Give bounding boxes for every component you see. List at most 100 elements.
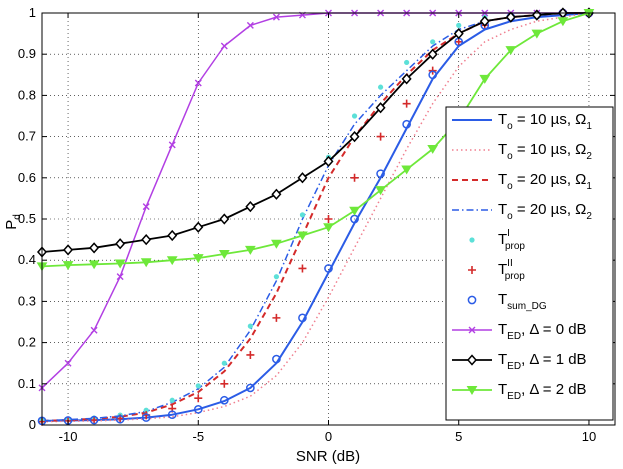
legend-label-part: ED bbox=[507, 391, 521, 402]
legend-item-9: TED, Δ = 2 dB bbox=[452, 381, 587, 402]
y-tick-label: 0.2 bbox=[18, 335, 36, 350]
legend-label-part: II bbox=[507, 258, 513, 269]
y-tick-label: 0.4 bbox=[18, 252, 36, 267]
legend-label-part: T bbox=[498, 381, 507, 398]
legend-label-part: 1 bbox=[586, 181, 592, 192]
data-point bbox=[324, 215, 333, 223]
data-point bbox=[272, 13, 280, 21]
data-point bbox=[557, 17, 569, 27]
legend-label-part: 2 bbox=[586, 211, 592, 222]
y-tick-label: 0.8 bbox=[18, 87, 36, 102]
data-point bbox=[116, 273, 124, 281]
data-point bbox=[64, 359, 72, 367]
data-point bbox=[349, 130, 360, 143]
y-tick-label: 0 bbox=[29, 417, 36, 432]
data-point bbox=[428, 70, 438, 80]
y-tick-label: 0.9 bbox=[18, 46, 36, 61]
data-point bbox=[401, 73, 412, 85]
data-point bbox=[166, 256, 178, 266]
svg-text:Pd: Pd bbox=[3, 214, 23, 230]
legend-label: To = 20 µs, Ω1 bbox=[498, 171, 592, 192]
data-point bbox=[297, 172, 308, 184]
x-tick-label: -10 bbox=[59, 429, 78, 444]
data-point bbox=[89, 415, 99, 425]
data-point bbox=[90, 416, 99, 425]
legend-label: TED, Δ = 2 dB bbox=[498, 381, 587, 402]
data-point bbox=[402, 119, 411, 129]
data-point bbox=[298, 264, 307, 273]
data-point bbox=[404, 59, 410, 66]
legend-label-part: I bbox=[507, 228, 510, 239]
data-point bbox=[246, 21, 254, 29]
data-point bbox=[90, 326, 98, 334]
legend-label-part: = 10 µs, Ω bbox=[513, 111, 587, 128]
data-point bbox=[271, 188, 282, 200]
series-line bbox=[41, 12, 590, 422]
legend-label-part: o bbox=[507, 181, 513, 192]
data-point bbox=[246, 350, 255, 359]
legend-item-5: TII prop bbox=[468, 258, 525, 282]
data-point bbox=[430, 39, 436, 45]
data-point bbox=[505, 46, 517, 56]
data-point bbox=[375, 186, 386, 196]
legend-item-2: To = 20 µs, Ω1 bbox=[452, 171, 592, 192]
x-axis-label: SNR (dB) bbox=[296, 448, 360, 465]
data-point bbox=[273, 274, 280, 280]
data-point bbox=[376, 132, 385, 141]
data-point bbox=[114, 259, 126, 269]
y-axis-label: Pd bbox=[3, 214, 23, 230]
legend-label: To = 10 µs, Ω2 bbox=[498, 141, 592, 162]
legend-label: To = 20 µs, Ω2 bbox=[498, 201, 592, 222]
y-tick-label: 0.1 bbox=[18, 376, 36, 391]
data-point bbox=[195, 383, 201, 389]
legend-swatch-marker bbox=[469, 237, 475, 243]
legend-label-part: = 20 µs, Ω bbox=[513, 171, 587, 188]
y-tick-label: 0.5 bbox=[18, 211, 36, 226]
legend-label: Tsum_DG bbox=[498, 291, 547, 312]
legend-label-part: , Δ = 2 dB bbox=[521, 381, 586, 398]
legend-label-part: , Δ = 1 dB bbox=[521, 351, 586, 368]
data-point bbox=[194, 394, 203, 403]
legend-item-3: To = 20 µs, Ω2 bbox=[452, 201, 592, 222]
legend-item-6: Tsum_DG bbox=[467, 291, 547, 312]
data-point bbox=[219, 213, 230, 225]
legend-label: TII prop bbox=[498, 258, 525, 282]
data-point bbox=[142, 203, 150, 211]
legend-swatch-marker bbox=[466, 354, 478, 366]
legend-label-part: o bbox=[507, 211, 513, 222]
data-point bbox=[479, 74, 491, 84]
legend-label-part: T bbox=[498, 321, 507, 338]
data-point bbox=[88, 260, 100, 270]
data-point bbox=[479, 15, 490, 27]
data-point bbox=[219, 395, 229, 405]
data-point bbox=[194, 79, 202, 87]
data-point bbox=[376, 169, 385, 179]
data-point bbox=[245, 201, 256, 213]
legend-label-part: , Δ = 0 dB bbox=[521, 321, 586, 338]
legend-label-part: o bbox=[507, 121, 513, 132]
data-point bbox=[299, 212, 306, 218]
legend-item-8: TED, Δ = 1 dB bbox=[452, 351, 587, 372]
data-point bbox=[272, 354, 281, 364]
data-point bbox=[115, 238, 126, 250]
data-point bbox=[193, 221, 204, 233]
series-0 bbox=[41, 12, 590, 422]
data-point bbox=[244, 245, 256, 255]
x-tick-label: 10 bbox=[582, 429, 596, 444]
legend-item-1: To = 10 µs, Ω2 bbox=[452, 141, 592, 162]
axis-ticks: -10 -5 0 5 10 0 0.1 0.2 0.3 0.4 0.5 0.6 0.7 0.8 0.9 1 bbox=[18, 5, 615, 444]
legend-swatch-marker bbox=[468, 326, 476, 334]
x-tick-label: 0 bbox=[325, 429, 332, 444]
data-point bbox=[168, 141, 176, 149]
legend-label-part: = 20 µs, Ω bbox=[513, 201, 587, 218]
data-point bbox=[427, 48, 438, 60]
data-point bbox=[375, 102, 386, 114]
x-tick-label: -5 bbox=[192, 429, 204, 444]
series-line bbox=[41, 12, 589, 253]
series-1 bbox=[41, 12, 590, 423]
data-point bbox=[220, 42, 228, 50]
data-point bbox=[221, 360, 227, 366]
legend-swatch-marker bbox=[466, 386, 478, 395]
legend-label-part: T bbox=[498, 141, 507, 158]
